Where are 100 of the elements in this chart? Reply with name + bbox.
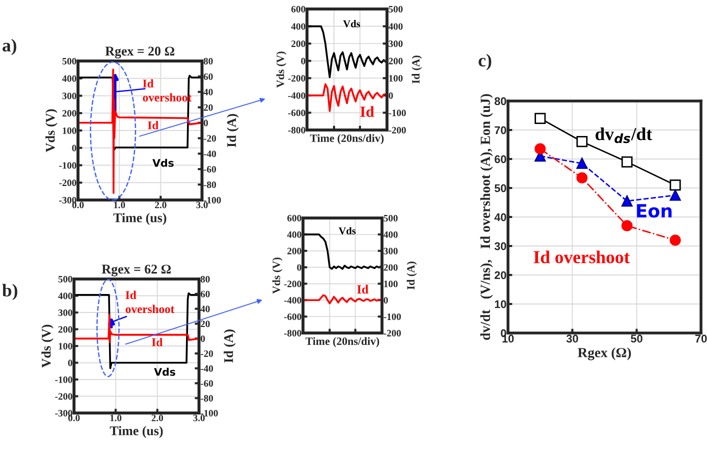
y2-tick-label: -200 xyxy=(384,330,401,336)
y2-tick-label: -40 xyxy=(200,365,213,372)
y-axis-title: Vds (V) xyxy=(276,52,286,88)
y-tick-label: -300 xyxy=(55,410,72,416)
point xyxy=(621,195,633,207)
series-label: Vds xyxy=(154,368,176,376)
y-tick-label: 600 xyxy=(291,6,306,12)
x-axis-title: Time (20ns/div) xyxy=(310,134,384,144)
chart-title: Rgex = 20 Ω xyxy=(105,46,174,58)
y-tick-label: 500 xyxy=(58,276,72,282)
y-tick-label: 30 xyxy=(494,242,506,250)
y-tick-label: 100 xyxy=(58,342,72,350)
point xyxy=(576,136,588,148)
y-tick-label: 0 xyxy=(297,264,302,271)
x-tick-label: 1.0 xyxy=(114,202,126,208)
series-label: Vds xyxy=(343,20,360,28)
y2-tick-label: 400 xyxy=(388,23,403,30)
y-axis-title: Vds (V) xyxy=(272,258,282,294)
y-tick-label: -200 xyxy=(59,180,76,186)
point xyxy=(576,158,588,169)
y-tick-label: 200 xyxy=(58,326,72,333)
y-tick-label: 500 xyxy=(62,58,76,64)
y2-tick-label: 500 xyxy=(384,214,398,222)
y-tick-label: 200 xyxy=(287,248,302,254)
y2-tick-label: 0 xyxy=(388,92,393,99)
y-tick-label: -100 xyxy=(59,162,76,169)
y2-tick-label: -80 xyxy=(200,395,213,402)
y-tick-label: 40 xyxy=(494,213,506,222)
y-tick-label: -200 xyxy=(288,75,306,82)
y2-tick-label: 300 xyxy=(388,40,403,48)
point xyxy=(670,234,681,246)
y2-tick-label: 200 xyxy=(388,58,403,64)
line-series xyxy=(74,292,199,370)
y-tick-label: 400 xyxy=(287,231,302,238)
y2-tick-label: 400 xyxy=(384,231,398,238)
x-tick-label: 3.0 xyxy=(193,414,205,422)
x-tick-label: 2.0 xyxy=(152,414,164,422)
point xyxy=(670,180,681,191)
y2-tick-label: 100 xyxy=(389,75,403,82)
y2-tick-label: 0 xyxy=(200,335,205,342)
x-axis-title: Time (us) xyxy=(110,426,163,438)
series-label: Id xyxy=(148,120,158,130)
y2-tick-label: 40 xyxy=(204,88,213,96)
x-tick-label: 3.0 xyxy=(196,202,208,208)
text: a) xyxy=(2,38,16,56)
y-tick-label: 80 xyxy=(494,97,506,106)
y2-tick-label: -100 xyxy=(200,410,218,416)
y-tick-label: 0 xyxy=(68,360,72,366)
y-tick-label: -600 xyxy=(288,110,306,116)
y2-tick-label: -40 xyxy=(204,150,216,158)
y2-tick-label: 60 xyxy=(200,290,210,298)
point xyxy=(621,220,633,232)
y-tick-label: 600 xyxy=(287,214,302,222)
x-axis-title: Time (20ns/div) xyxy=(306,337,380,348)
y2-tick-label: 20 xyxy=(200,320,210,328)
y2-tick-label: -100 xyxy=(204,196,221,204)
y2-tick-label: -80 xyxy=(204,181,216,188)
y2-axis-title: Id (A) xyxy=(406,262,417,290)
x-tick-label: 1.0 xyxy=(110,414,122,422)
text: b) xyxy=(2,284,18,300)
y2-axis-title: Id (A) xyxy=(412,56,422,84)
y2-tick-label: 100 xyxy=(384,280,398,288)
y-tick-label: -400 xyxy=(284,297,302,304)
y-tick-label: -400 xyxy=(288,92,306,99)
y2-tick-label: 500 xyxy=(388,6,403,12)
y-tick-label: 200 xyxy=(291,40,306,48)
series-label: Id xyxy=(152,338,163,346)
y2-tick-label: 0 xyxy=(204,120,208,126)
x-tick-label: 70 xyxy=(695,334,707,343)
y-tick-label: -100 xyxy=(55,376,72,383)
point xyxy=(534,143,546,154)
x-tick-label: 30 xyxy=(566,334,578,343)
series-label: Eon xyxy=(637,204,672,218)
x-tick-label: 2.0 xyxy=(155,202,166,208)
y2-tick-label: 80 xyxy=(204,58,213,64)
series-label: Id xyxy=(357,284,368,294)
x-tick-label: 0.0 xyxy=(72,202,84,208)
y-axis-title: Vds (V) xyxy=(45,109,58,152)
text: c) xyxy=(478,54,492,70)
y-tick-label: 200 xyxy=(62,110,76,117)
y-tick-label: -300 xyxy=(59,196,76,204)
y-tick-label: -800 xyxy=(288,126,306,134)
y2-tick-label: -20 xyxy=(204,135,216,142)
y2-tick-label: 300 xyxy=(384,248,398,254)
series-label: Vds xyxy=(152,158,174,167)
y-tick-label: 0 xyxy=(301,58,306,64)
line-series xyxy=(303,294,382,304)
x-axis-title: Rgex (Ω) xyxy=(578,348,631,360)
y2-tick-label: -60 xyxy=(204,166,216,173)
y-tick-label: -200 xyxy=(55,393,72,400)
y2-tick-label: 200 xyxy=(384,264,398,271)
y-axis-title: Vds (V) xyxy=(41,324,54,368)
y-tick-label: 300 xyxy=(62,92,76,100)
x-tick-label: 0.0 xyxy=(68,414,80,422)
y-tick-label: 20 xyxy=(494,271,506,280)
y2-tick-label: 0 xyxy=(384,297,388,304)
y-tick-label: 400 xyxy=(58,292,72,300)
y2-tick-label: 60 xyxy=(204,73,213,80)
y-tick-label: -200 xyxy=(284,280,302,288)
y-tick-label: 0 xyxy=(72,144,76,152)
